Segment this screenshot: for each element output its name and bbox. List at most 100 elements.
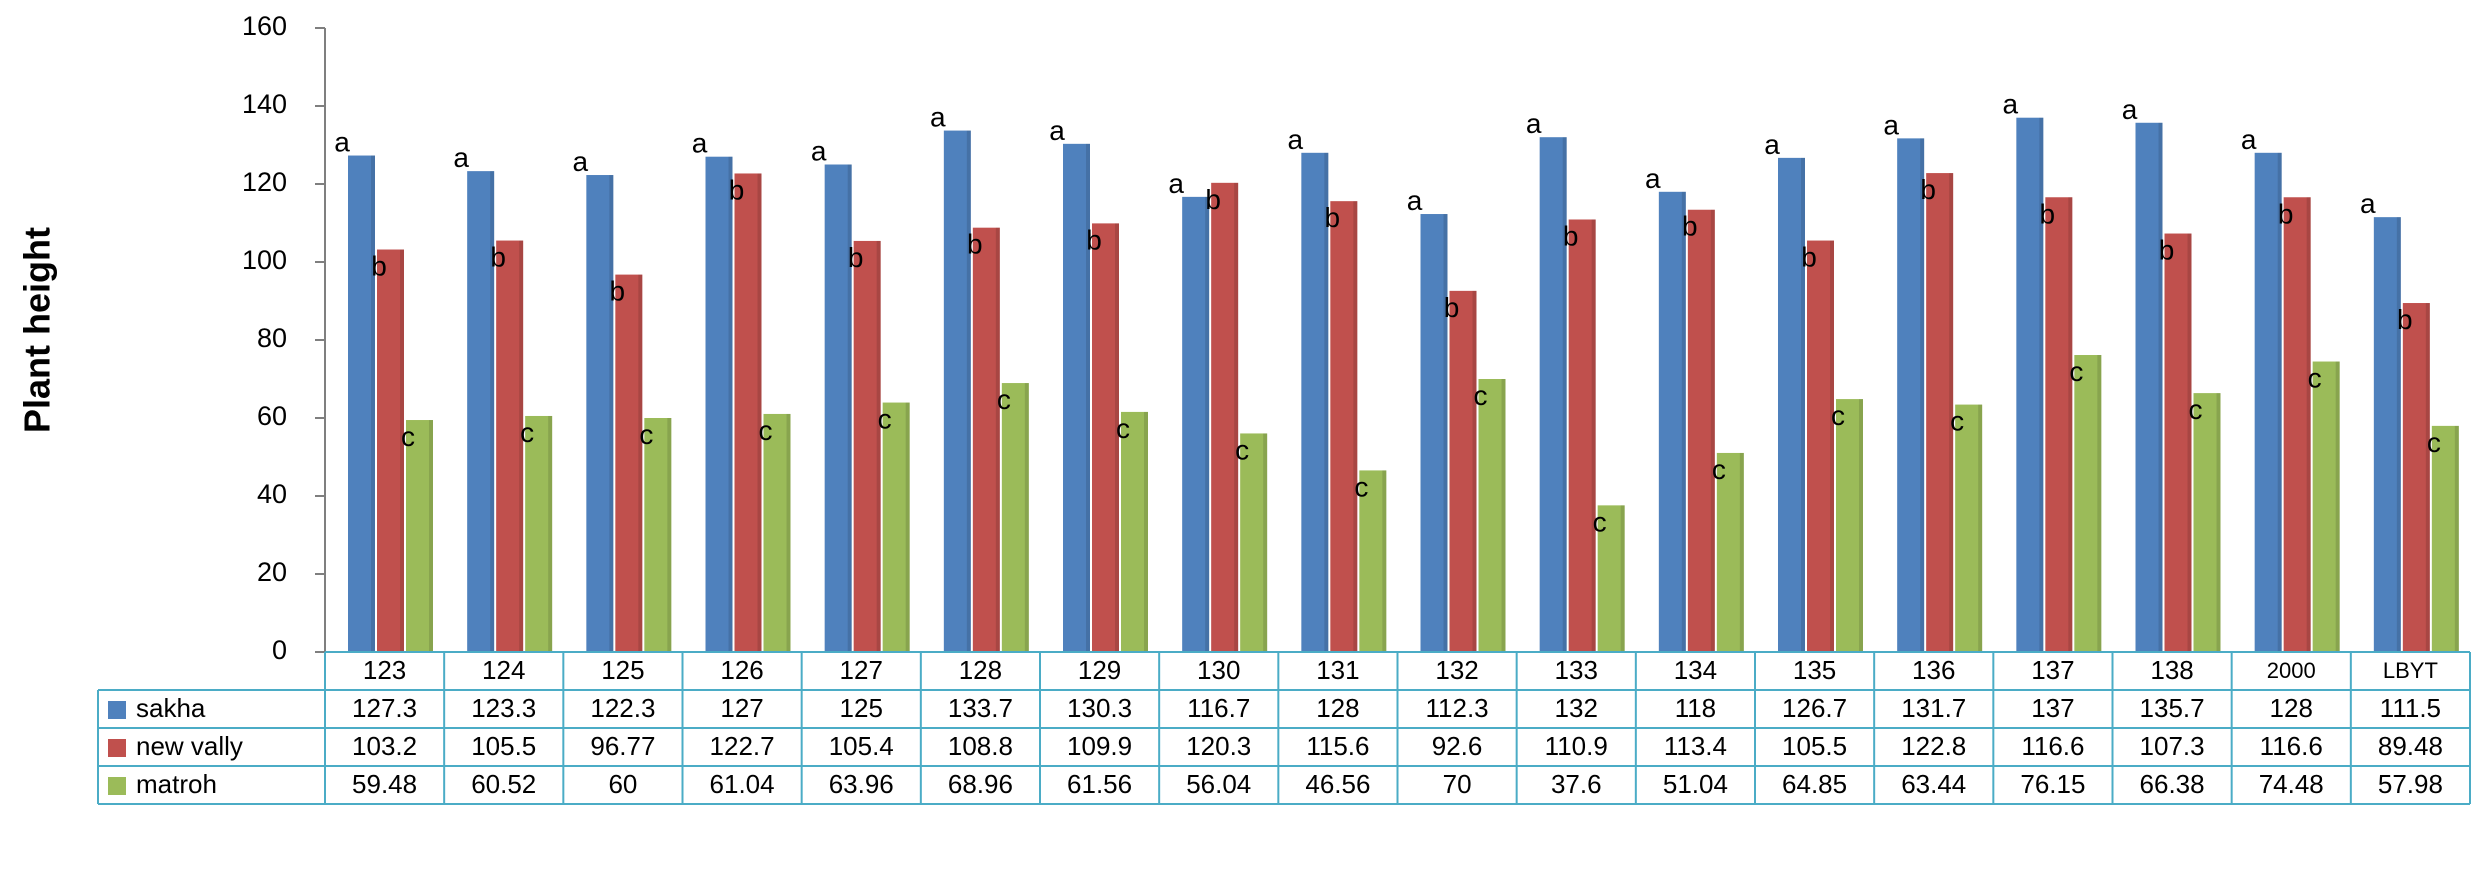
table-cell-value: 130.3 [1067,693,1132,723]
legend-swatch-new-vally [108,739,126,757]
bar-sakha-125 [586,175,614,652]
bar-new-vally-125 [615,274,643,652]
significance-letter: b [2040,198,2056,229]
y-tick-label: 140 [242,89,287,119]
y-tick-label: 80 [257,323,287,353]
bar-sakha-133 [1539,137,1567,652]
bar-shade [995,227,1000,652]
y-tick-label: 120 [242,167,287,197]
table-cell-value: 60 [608,769,637,799]
bar-new-vally-123 [377,249,404,652]
significance-letter: b [967,229,983,260]
significance-letter: b [1801,242,1817,273]
bar-shade [2335,361,2340,652]
significance-letter: b [1920,174,1936,205]
table-cell-value: 133.7 [948,693,1013,723]
bar-matroh-129 [1121,411,1148,652]
table-cell-value: 127 [720,693,763,723]
significance-letter: b [848,242,864,273]
table-cell-value: 63.96 [829,769,894,799]
table-cell-value: 51.04 [1663,769,1728,799]
y-tick-label: 0 [272,635,287,665]
significance-letter: c [878,404,892,435]
category-label: 131 [1316,655,1359,685]
bar-shade [1086,143,1090,652]
table-cell-value: 122.8 [1901,731,1966,761]
bar-sakha-136 [1897,138,1925,652]
table-cell-value: 116.6 [2260,731,2323,761]
bar-matroh-128 [1001,383,1029,652]
significance-letter: a [1883,109,1899,140]
table-cell-value: 135.7 [2140,693,2205,723]
bar-matroh-127 [882,402,910,652]
bar-new-vally-124 [496,240,524,653]
significance-letter: c [1235,434,1249,465]
significance-letter: c [520,417,534,448]
bar-shade [728,156,733,652]
table-cell-value: 66.38 [2140,769,2205,799]
significance-letter: b [1325,202,1341,233]
y-axis-title: Plant height [17,227,58,433]
table-cell-value: 59.48 [352,769,417,799]
bar-new-vally-128 [972,227,1000,652]
bar-sakha-2000 [2254,152,2282,653]
bar-matroh-130 [1240,433,1268,652]
table-cell-value: 37.6 [1551,769,1602,799]
bar-shade [757,173,762,652]
bar-shade [1978,404,1983,652]
table-cell-value: 107.3 [2140,731,2205,761]
table-cell-value: 60.52 [471,769,536,799]
bar-new-vally-131 [1330,201,1358,652]
significance-letter: b [610,276,626,307]
table-cell-value: 128 [2270,693,2313,723]
data-table: 123 124 125 126 127 128 129 130 131 132 133 134 135 1… [97,651,2471,805]
category-label: 135 [1793,655,1836,685]
category-label: 130 [1197,655,1240,685]
bar-shade [966,130,971,652]
bar-shade [1115,223,1119,652]
bar-shade [2187,233,2192,652]
category-label: 127 [840,655,883,685]
significance-letter: c [1950,406,1964,437]
bar-sakha-126 [705,156,733,652]
bar-shade [1562,137,1567,652]
bar-new-vally-LBYT [2402,303,2430,652]
legend-label: sakha [136,693,206,723]
significance-letter: a [573,146,589,177]
legend-swatch-matroh [108,777,126,795]
bars-group [348,117,2459,653]
significance-letter: a [1407,185,1423,216]
table-cell-value: 57.98 [2378,769,2443,799]
table-cell-value: 74.48 [2259,769,2324,799]
significance-letter: b [2397,304,2413,335]
bar-new-vally-134 [1687,209,1715,653]
y-tick-label: 100 [242,245,287,275]
significance-letter: a [1645,163,1661,194]
significance-letter: a [334,127,350,158]
significance-letter: a [2003,89,2019,120]
bar-shade [1144,411,1148,652]
table-cell-value: 131.7 [1901,693,1966,723]
significance-letter: c [1116,413,1130,444]
bar-shade [2396,217,2401,652]
bar-shade [1382,470,1387,652]
bar-shade [1920,138,1925,652]
category-label: 2000 [2267,658,2316,683]
bar-shade [429,420,433,652]
bar-matroh-131 [1359,470,1387,652]
bar-sakha-124 [467,171,495,652]
significance-letter: a [1288,124,1304,155]
table-cell-value: 122.7 [710,731,775,761]
bar-shade [2158,122,2163,652]
bar-shade [1501,379,1506,652]
table-cell-value: 46.56 [1305,769,1370,799]
category-label: 136 [1912,655,1955,685]
bar-sakha-137 [2016,117,2044,652]
table-cell-value: 108.8 [948,731,1013,761]
table-cell-value: 109.9 [1067,731,1132,761]
table-cell-value: 116.6 [2021,731,2084,761]
bar-sakha-130 [1182,196,1210,652]
table-cell-value: 105.5 [1782,731,1847,761]
table-cell-value: 96.77 [590,731,655,761]
y-tick-label: 160 [242,11,287,41]
